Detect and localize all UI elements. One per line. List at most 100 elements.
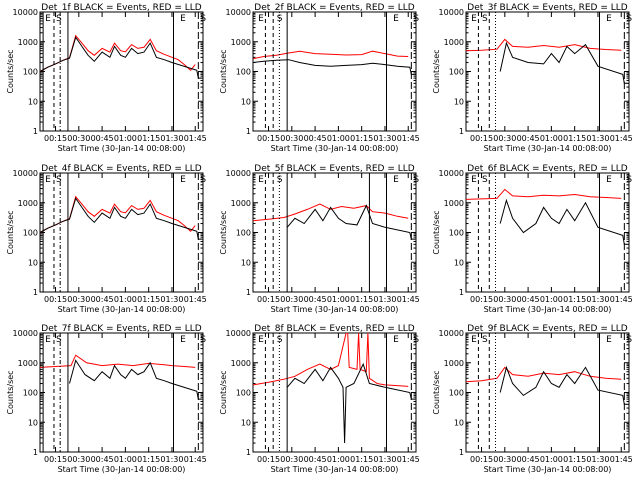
x-axis-title: Start Time (30-Jan-14 00:08:00) [271, 305, 399, 314]
panel-title: Det_4f BLACK = Events, RED = LLD [41, 164, 201, 174]
y-axis-title: Counts/sec [219, 210, 228, 254]
y-tick-label: 100 [449, 389, 464, 398]
x-tick-label: 00:45 [91, 455, 114, 464]
series-line-lld [40, 195, 196, 233]
region-label: E [45, 335, 51, 345]
x-tick-label: 01:00 [114, 134, 137, 143]
panel-title: Det_5f BLACK = Events, RED = LLD [254, 164, 414, 174]
series-line-lld [253, 50, 409, 60]
series-group [466, 365, 628, 405]
x-tick-label: 00:45 [91, 134, 114, 143]
x-tick-label: 01:45 [610, 134, 633, 143]
y-tick-label: 100 [23, 68, 38, 77]
region-label: S [482, 14, 488, 24]
y-tick-label: 10 [241, 418, 251, 427]
region-label: S [56, 14, 62, 24]
y-tick-label: 10 [241, 97, 251, 106]
x-tick-label: 01:15 [563, 134, 586, 143]
region-label: E [45, 175, 51, 185]
plot-frame [252, 172, 417, 293]
region-label: E [258, 175, 264, 185]
y-axis-title: Counts/sec [432, 370, 441, 414]
panel: Det_8f BLACK = Events, RED = LLD 1 10 100 10… [219, 324, 420, 474]
x-axis-title: Start Time (30-Jan-14 00:08:00) [484, 305, 612, 314]
x-tick-label: 01:00 [327, 455, 350, 464]
y-tick-label: 1000 [231, 38, 251, 47]
y-tick-label: 1000 [231, 199, 251, 208]
x-tick-label: 00:30 [280, 455, 303, 464]
y-tick-label: 1000 [18, 38, 38, 47]
x-axis-title: Start Time (30-Jan-14 00:08:00) [58, 144, 186, 153]
x-tick-label: 00:30 [280, 134, 303, 143]
y-axis-title: Counts/sec [6, 370, 15, 414]
region-label: E [606, 175, 612, 185]
series-line-events [286, 362, 415, 444]
plot-frame [39, 332, 204, 453]
y-tick-label: 10 [454, 258, 464, 267]
x-tick-label: 00:15 [257, 455, 280, 464]
series-line-events [40, 197, 202, 240]
y-tick-label: 1000 [18, 199, 38, 208]
y-tick-label: 10000 [439, 8, 464, 17]
y-tick-label: 1 [459, 288, 464, 297]
plot-frame [465, 332, 630, 453]
x-tick-label: 00:30 [280, 295, 303, 304]
region-label: S [200, 175, 206, 185]
series-group [466, 188, 628, 245]
series-group [40, 34, 202, 79]
x-tick-label: 01:45 [184, 134, 207, 143]
x-tick-label: 00:45 [517, 134, 540, 143]
series-group [40, 354, 202, 400]
y-tick-label: 1000 [18, 359, 38, 368]
y-tick-label: 10000 [439, 329, 464, 338]
x-tick-label: 01:45 [610, 455, 633, 464]
x-tick-label: 00:30 [493, 134, 516, 143]
panel-title: Det_2f BLACK = Events, RED = LLD [254, 3, 414, 13]
x-axis-title: Start Time (30-Jan-14 00:08:00) [484, 465, 612, 474]
x-axis-title: Start Time (30-Jan-14 00:08:00) [58, 305, 186, 314]
x-tick-label: 01:00 [327, 134, 350, 143]
region-label: S [626, 175, 632, 185]
y-tick-label: 1 [33, 448, 38, 457]
region-label: E [471, 14, 477, 24]
x-tick-label: 01:45 [397, 455, 420, 464]
series-line-events [499, 198, 628, 245]
y-tick-label: 10 [454, 418, 464, 427]
series-group [466, 38, 628, 84]
y-tick-label: 1 [246, 127, 251, 136]
x-tick-label: 00:30 [67, 295, 90, 304]
x-axis-title: Start Time (30-Jan-14 00:08:00) [484, 144, 612, 153]
region-label: E [471, 335, 477, 345]
x-tick-label: 01:45 [397, 295, 420, 304]
x-tick-label: 01:30 [160, 134, 183, 143]
region-label: S [277, 175, 283, 185]
region-label: E [258, 335, 264, 345]
series-group [40, 195, 202, 240]
y-tick-label: 10000 [13, 329, 38, 338]
y-tick-label: 1 [33, 288, 38, 297]
y-tick-label: 10 [28, 418, 38, 427]
y-tick-label: 100 [449, 68, 464, 77]
x-tick-label: 01:15 [137, 134, 160, 143]
panel-title: Det_8f BLACK = Events, RED = LLD [254, 324, 414, 334]
series-line-lld [466, 188, 622, 200]
panel: Det_4f BLACK = Events, RED = LLD 1 10 100 10… [6, 164, 207, 314]
region-label: S [277, 335, 283, 345]
series-line-events [499, 365, 628, 405]
region-label: S [626, 335, 632, 345]
x-tick-label: 00:30 [493, 455, 516, 464]
panel-title: Det_1f BLACK = Events, RED = LLD [41, 3, 201, 13]
plot-frame [252, 11, 417, 132]
x-tick-label: 00:45 [517, 455, 540, 464]
y-tick-label: 10000 [439, 169, 464, 178]
panel: Det_5f BLACK = Events, RED = LLD 1 10 100 10… [219, 164, 420, 314]
y-tick-label: 1000 [444, 199, 464, 208]
x-tick-label: 01:30 [373, 455, 396, 464]
panel-title: Det_9f BLACK = Events, RED = LLD [467, 324, 627, 334]
region-label: E [393, 175, 399, 185]
region-label: S [482, 335, 488, 345]
series-group [253, 50, 415, 75]
y-tick-label: 10000 [13, 8, 38, 17]
region-label: S [482, 175, 488, 185]
